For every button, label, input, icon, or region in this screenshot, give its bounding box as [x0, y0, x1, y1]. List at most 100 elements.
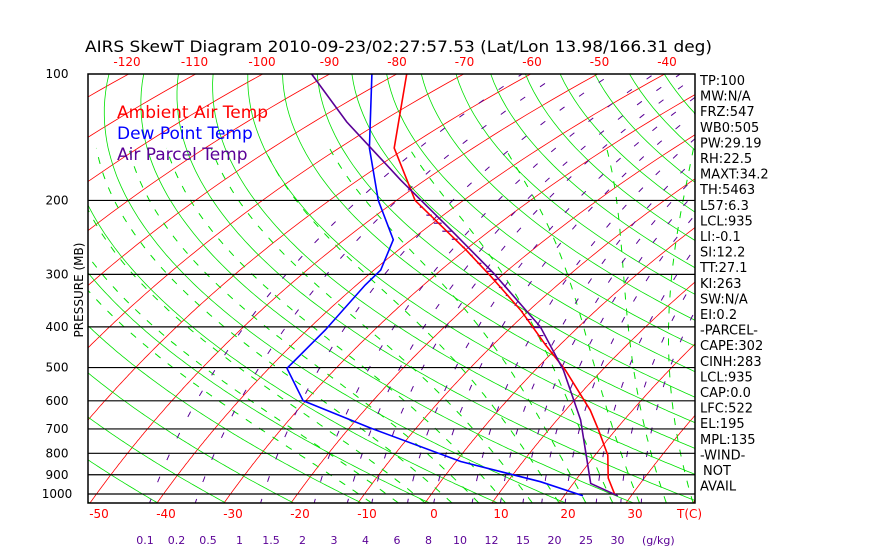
isotherm-line	[0, 65, 79, 505]
index-label: SW:N/A	[700, 292, 748, 307]
mixing-ratio-tick-label: 12	[485, 534, 499, 547]
legend-dew-point-temp: Dew Point Temp	[117, 124, 253, 144]
bottom-temp-tick-label: -20	[290, 507, 310, 521]
moist-adiabat-line	[88, 208, 426, 503]
mixing-ratio-line	[433, 112, 695, 503]
moist-adiabat-line	[264, 147, 560, 503]
mixing-ratio-tick-label: 30	[611, 534, 625, 547]
x-axis-label: T(C)	[676, 507, 702, 521]
bottom-temp-tick-label: -40	[156, 507, 176, 521]
index-label: NOT	[703, 464, 731, 479]
top-temp-tick-label: -40	[657, 55, 677, 69]
index-label: TT:27.1	[699, 261, 748, 276]
dry-adiabat-line	[247, 74, 695, 449]
index-label: L57:6.3	[700, 199, 749, 214]
index-label: RH:22.5	[700, 152, 752, 167]
mixing-ratio-tick-label: 10	[453, 534, 467, 547]
index-label: WB0:505	[700, 121, 759, 136]
pressure-tick-label: 600	[46, 394, 69, 408]
mixing-ratio-tick-label: 1	[236, 534, 243, 547]
pressure-tick-label: 700	[46, 422, 69, 436]
mixing-ratio-tick-label: 4	[362, 534, 369, 547]
index-label: CINH:283	[700, 355, 762, 370]
bottom-temp-tick-label: -30	[223, 507, 243, 521]
stability-indices: TP:100MW:N/AFRZ:547WB0:505PW:29.19RH:22.…	[699, 74, 769, 495]
pressure-tick-label: 100	[46, 67, 69, 81]
isobars	[88, 199, 695, 495]
index-label: LI:-0.1	[700, 230, 741, 245]
isotherm-line	[759, 65, 870, 505]
mixing-ratio-tick-label: 2	[299, 534, 306, 547]
mixing-ratio-tick-label: 1.5	[262, 534, 280, 547]
mixing-ratio-tick-label: 0.1	[136, 534, 154, 547]
series-line-dew-point-temp	[286, 74, 584, 497]
bottom-temp-tick-label: 10	[493, 507, 508, 521]
index-label: FRZ:547	[700, 105, 755, 120]
top-temp-tick-label: -70	[455, 55, 475, 69]
dry-adiabat-line	[351, 74, 695, 373]
mixing-ratio-line	[406, 96, 695, 503]
bottom-temp-tick-label: 30	[627, 507, 642, 521]
moist-adiabat-line	[210, 147, 533, 503]
dry-adiabat-line	[316, 74, 695, 398]
plot-frame	[87, 73, 696, 504]
index-label: LFC:522	[700, 402, 753, 417]
dry-adiabat-line	[455, 74, 695, 295]
bottom-temp-tick-label: 0	[430, 507, 438, 521]
pressure-tick-label: 800	[46, 446, 69, 460]
dry-adiabat-line	[490, 74, 695, 269]
mixing-ratio-tick-label: 0.2	[168, 534, 186, 547]
moist-adiabat-line	[668, 147, 695, 503]
dry-adiabat-line	[761, 65, 870, 505]
dry-adiabat-line	[524, 74, 695, 241]
mixing-ratio-line	[471, 138, 695, 503]
dry-adiabat-line	[212, 74, 695, 475]
index-label: TP:100	[699, 74, 745, 89]
sounding-curves	[286, 74, 619, 497]
mixing-ratio-line	[194, 74, 561, 503]
index-label: LCL:935	[700, 370, 753, 385]
mixing-ratio-line	[149, 74, 524, 503]
index-label: KI:263	[700, 277, 742, 292]
y-axis-label: PRESSURE (MB)	[72, 243, 86, 338]
mixing-ratio-tick-label: 15	[516, 534, 530, 547]
dry-adiabat-line	[663, 74, 695, 115]
index-label: -PARCEL-	[700, 324, 758, 339]
mixing-ratio-tick-label: 3	[331, 534, 338, 547]
top-temp-tick-label: -50	[590, 55, 610, 69]
mixing-ratio-tick-label: 20	[548, 534, 562, 547]
index-label: SI:12.2	[700, 246, 745, 261]
series-line-ambient-air-temp	[393, 74, 616, 496]
index-label: LCL:935	[700, 214, 753, 229]
pressure-tick-label: 900	[46, 468, 69, 482]
top-temp-tick-label: -90	[320, 55, 340, 69]
bottom-temp-tick-label: -10	[357, 507, 377, 521]
isotherm-line	[491, 281, 695, 503]
index-label: MW:N/A	[700, 90, 751, 105]
moist-adiabat-line	[166, 147, 506, 503]
index-label: TH:5463	[699, 183, 755, 198]
pressure-tick-label: 1000	[42, 487, 73, 501]
legend-ambient-air-temp: Ambient Air Temp	[117, 103, 268, 123]
index-label: CAPE:302	[700, 339, 763, 354]
bottom-temp-tick-label: -50	[89, 507, 109, 521]
mixing-ratio-line	[541, 192, 695, 503]
isotherm-line	[88, 74, 398, 287]
index-label: EI:0.2	[700, 308, 737, 323]
dry-adiabat-line	[0, 65, 24, 505]
index-label: PW:29.19	[700, 136, 762, 151]
moist-adiabat-line	[328, 147, 587, 503]
legend-air-parcel-temp: Air Parcel Temp	[117, 145, 248, 165]
index-label: -WIND-	[700, 448, 746, 463]
pressure-tick-label: 500	[46, 361, 69, 375]
index-label: CAP:0.0	[700, 386, 751, 401]
top-temp-tick-label: -80	[387, 55, 407, 69]
mixing-ratio-tick-label: 6	[394, 534, 401, 547]
isotherm-line	[88, 74, 465, 349]
mixing-ratio-tick-label: 25	[579, 534, 593, 547]
bottom-temp-tick-label: 20	[560, 507, 575, 521]
mixing-ratio-line	[499, 158, 695, 503]
moist-adiabat-line	[128, 147, 480, 503]
top-temp-tick-label: -100	[248, 55, 275, 69]
